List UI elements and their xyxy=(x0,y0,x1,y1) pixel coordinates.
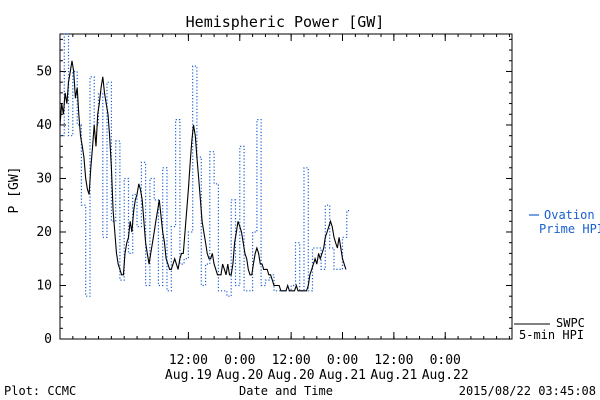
plot-frame xyxy=(59,33,513,340)
legend-ovation-label-line1: Ovation xyxy=(544,208,595,222)
y-tick-label: 50 xyxy=(36,64,52,79)
x-tick-date-label: Aug.20 xyxy=(268,368,315,383)
x-axis-ticks: 12:00Aug.190:00Aug.2012:00Aug.200:00Aug.… xyxy=(72,34,510,383)
x-tick-date-label: Aug.20 xyxy=(216,368,263,383)
x-tick-time-label: 0:00 xyxy=(430,353,461,368)
footer-timestamp: 2015/08/22 03:45:08 xyxy=(459,384,596,398)
y-tick-label: 20 xyxy=(36,225,52,240)
x-tick-time-label: 0:00 xyxy=(224,353,255,368)
x-axis-label: Date and Time xyxy=(239,384,333,398)
y-axis-ticks: 0 10 20 30 40 50 xyxy=(36,38,512,347)
series-ovation-prime-line xyxy=(60,33,352,297)
y-axis-label: P [GW] xyxy=(7,167,22,214)
y-tick-label: 40 xyxy=(36,118,52,133)
x-tick-date-label: Aug.19 xyxy=(165,368,212,383)
legend-swpc-label-line1: SWPC xyxy=(556,316,585,330)
x-tick-time-label: 12:00 xyxy=(374,353,413,368)
legend-swpc-label-line2: 5-min HPI xyxy=(519,328,584,342)
series-layer xyxy=(59,33,352,297)
y-tick-label: 0 xyxy=(44,332,52,347)
series-swpc-line xyxy=(59,60,347,292)
x-tick-time-label: 12:00 xyxy=(272,353,311,368)
x-tick-time-label: 12:00 xyxy=(169,353,208,368)
legend-ovation-label-line2: Prime HPI xyxy=(539,222,600,236)
y-tick-label: 10 xyxy=(36,278,52,293)
footer-plot-credit: Plot: CCMC xyxy=(4,384,76,398)
y-tick-label: 30 xyxy=(36,171,52,186)
legend: Ovation Prime HPI SWPC 5-min HPI xyxy=(514,208,600,342)
x-tick-date-label: Aug.21 xyxy=(319,368,366,383)
x-tick-date-label: Aug.22 xyxy=(422,368,469,383)
x-tick-time-label: 0:00 xyxy=(327,353,358,368)
chart-title: Hemispheric Power [GW] xyxy=(186,13,385,31)
x-tick-date-label: Aug.21 xyxy=(370,368,417,383)
